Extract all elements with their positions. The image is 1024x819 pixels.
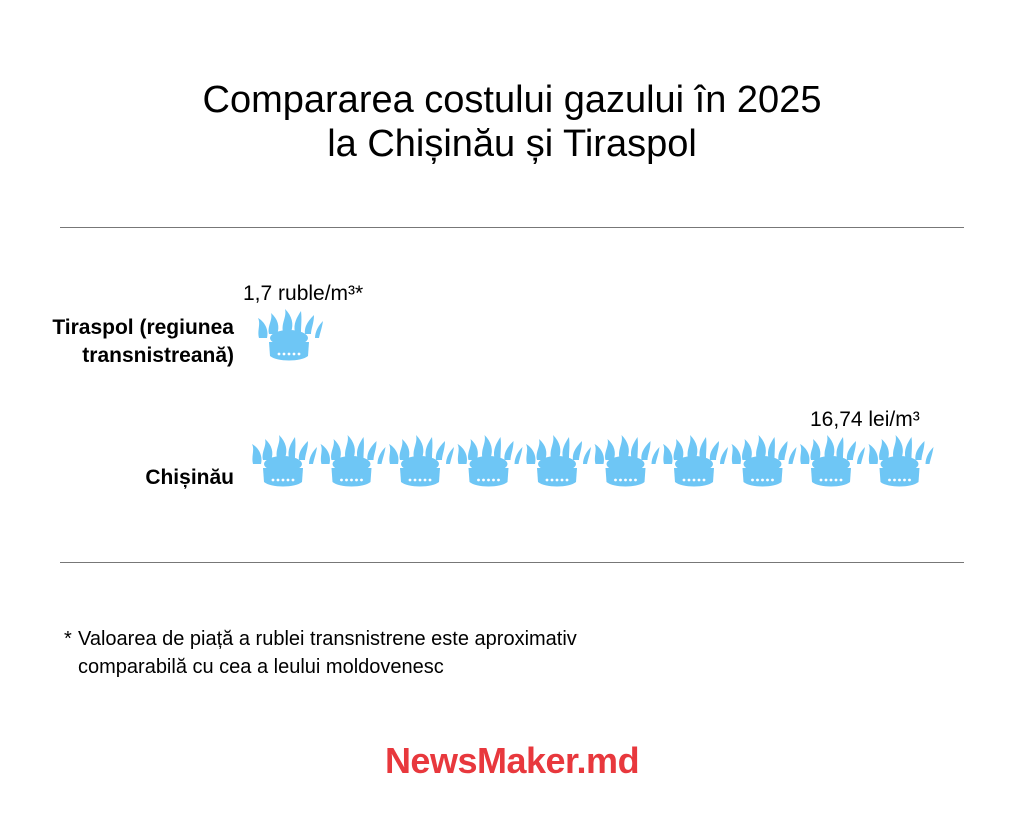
newsmaker-logo: NewsMaker.md: [384, 740, 640, 781]
footnote-text: Valoarea de piață a rublei transnistrene…: [78, 625, 778, 681]
row-label-tiraspol: Tiraspol (regiunea transnistreană): [52, 314, 234, 370]
row-label-tiraspol-line-1: Tiraspol (regiunea: [52, 316, 234, 339]
chart-title-line-2: la Chișinău și Tiraspol: [327, 123, 697, 165]
gas-burner-icon: [800, 435, 865, 487]
chart-title-line-1: Compararea costului gazului în 2025: [202, 79, 822, 121]
row-label-chisinau-line-1: Chișinău: [145, 466, 234, 489]
gas-burner-icon: [868, 435, 934, 487]
row-label-tiraspol-line-2: transnistreană): [82, 344, 234, 367]
footnote-line-1: Valoarea de piață a rublei transnistrene…: [78, 628, 577, 650]
gas-burner-icon: [457, 435, 523, 487]
footnote-line-2: comparabilă cu cea a leului moldovenesc: [78, 656, 444, 678]
value-label-tiraspol: 1,7 ruble/m³*: [243, 282, 364, 305]
gas-burner-icon: [258, 309, 323, 361]
row-label-chisinau: Chișinău: [145, 464, 234, 492]
chart-title: Compararea costului gazului în 2025 la C…: [0, 78, 1024, 166]
gas-burner-icon: [594, 435, 660, 487]
bottom-divider: [60, 562, 964, 563]
gas-burner-icon: [663, 435, 728, 487]
value-label-chisinau: 16,74 lei/m³: [810, 408, 920, 431]
top-divider: [60, 227, 964, 228]
gas-burner-icon: [526, 435, 591, 487]
gas-burner-icon: [320, 435, 386, 487]
gas-burner-icon: [389, 435, 454, 487]
gas-burner-icon: [731, 435, 797, 487]
footnote-marker: *: [64, 628, 72, 650]
gas-burner-icon: [252, 435, 317, 487]
